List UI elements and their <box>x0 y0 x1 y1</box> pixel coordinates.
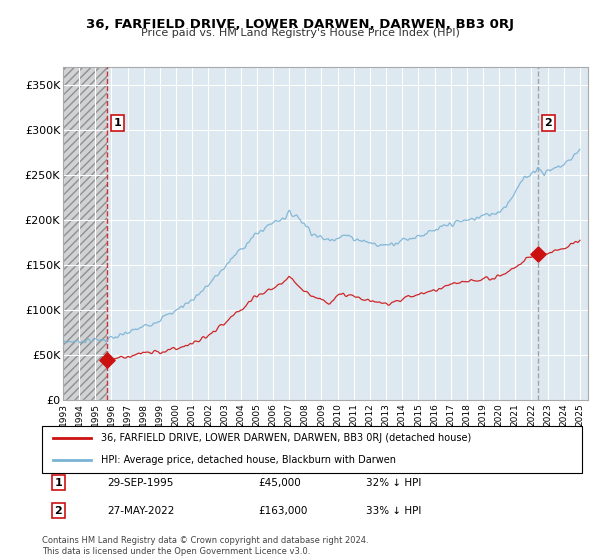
Text: 32% ↓ HPI: 32% ↓ HPI <box>366 478 421 488</box>
Text: 36, FARFIELD DRIVE, LOWER DARWEN, DARWEN, BB3 0RJ (detached house): 36, FARFIELD DRIVE, LOWER DARWEN, DARWEN… <box>101 433 472 444</box>
Text: 33% ↓ HPI: 33% ↓ HPI <box>366 506 421 516</box>
Text: HPI: Average price, detached house, Blackburn with Darwen: HPI: Average price, detached house, Blac… <box>101 455 397 465</box>
Text: £45,000: £45,000 <box>258 478 301 488</box>
FancyBboxPatch shape <box>42 426 582 473</box>
Point <box>103 356 112 365</box>
Text: 36, FARFIELD DRIVE, LOWER DARWEN, DARWEN, BB3 0RJ: 36, FARFIELD DRIVE, LOWER DARWEN, DARWEN… <box>86 18 514 31</box>
Text: £163,000: £163,000 <box>258 506 307 516</box>
Text: 2: 2 <box>55 506 62 516</box>
Text: 1: 1 <box>114 118 122 128</box>
Text: 2: 2 <box>544 118 552 128</box>
Point <box>533 249 543 258</box>
Text: 27-MAY-2022: 27-MAY-2022 <box>107 506 174 516</box>
Text: Price paid vs. HM Land Registry's House Price Index (HPI): Price paid vs. HM Land Registry's House … <box>140 28 460 38</box>
Text: Contains HM Land Registry data © Crown copyright and database right 2024.
This d: Contains HM Land Registry data © Crown c… <box>42 536 368 556</box>
Text: 29-SEP-1995: 29-SEP-1995 <box>107 478 173 488</box>
Text: 1: 1 <box>55 478 62 488</box>
